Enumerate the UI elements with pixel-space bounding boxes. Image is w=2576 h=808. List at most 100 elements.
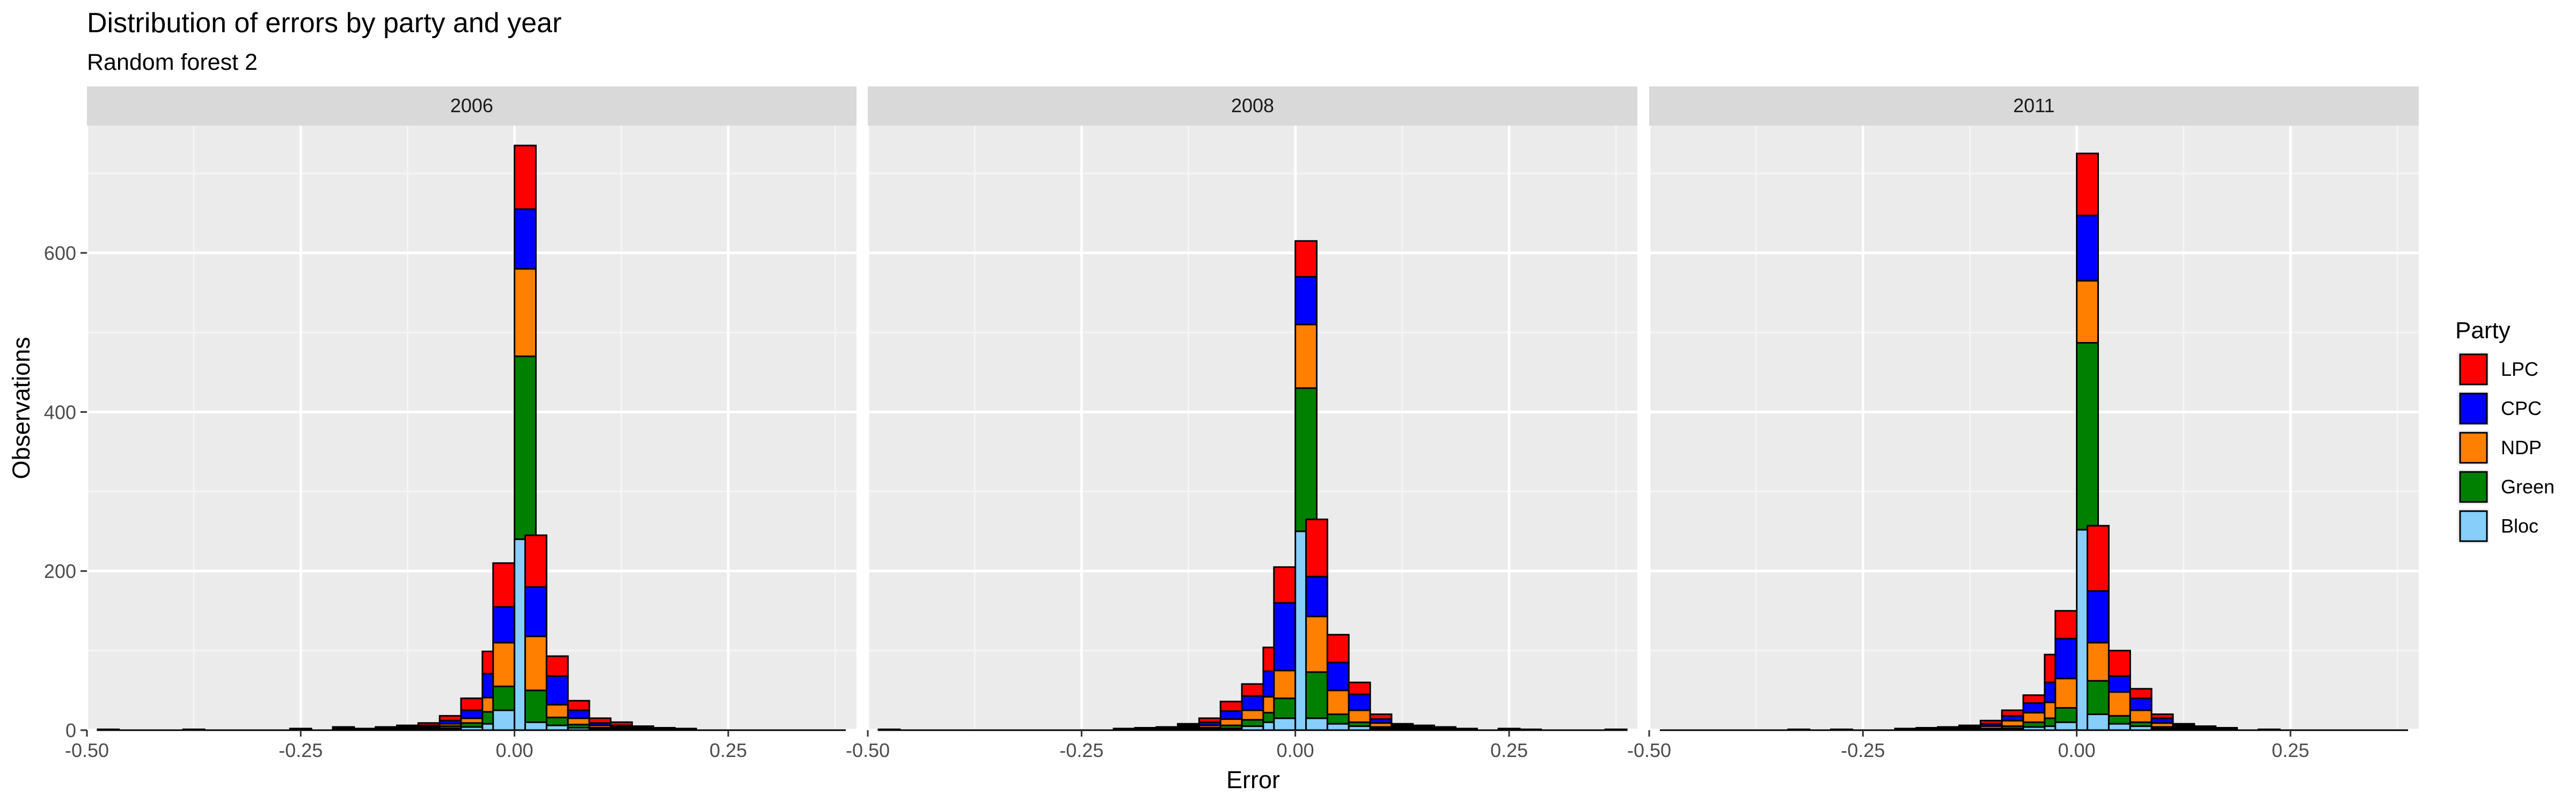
bar-segment-lpc (567, 700, 590, 711)
x-tick-label: -0.50 (846, 739, 890, 761)
bar-segment-lpc (545, 655, 569, 677)
bar-segment-ndp (545, 704, 569, 718)
legend-label: CPC (2501, 397, 2542, 419)
bar-segment-ndp (1326, 689, 1350, 715)
bar-segment-lpc (2076, 152, 2099, 216)
bar-segment-cpc (524, 586, 547, 637)
x-tick-label: -0.50 (1627, 739, 1671, 761)
y-tick-label: 600 (44, 242, 76, 264)
bar-segment-lpc (1134, 727, 1158, 730)
bar-segment-bloc (1326, 723, 1350, 731)
facet-strip-label: 2011 (2013, 94, 2054, 117)
facet-strip (87, 86, 857, 126)
x-tick-label: -0.50 (65, 739, 109, 761)
bar-segment-green (524, 689, 547, 723)
bar-segment-ndp (2054, 678, 2078, 709)
facet-strip (1649, 86, 2419, 126)
bar-segment-lpc (1369, 713, 1393, 720)
bar-segment-lpc (2087, 525, 2110, 592)
bar-segment-ndp (2129, 709, 2153, 723)
bar-segment-lpc (653, 727, 676, 730)
x-tick-label: -0.25 (279, 739, 323, 761)
bar-segment-cpc (567, 709, 590, 719)
bar-segment-lpc (1305, 518, 1328, 578)
bar-segment-cpc (1294, 276, 1318, 325)
bar-segment-green (514, 355, 537, 540)
bar-segment-green (545, 716, 569, 726)
bar-segment-cpc (2022, 702, 2046, 714)
bar-segment-lpc (1326, 634, 1350, 664)
bar-segment-lpc (2215, 727, 2238, 730)
x-tick-label: 0.25 (709, 739, 747, 761)
bar-segment-lpc (1391, 723, 1414, 726)
facet-panel-2006: 2006 -0.50 -0.25 0.00 0.25 (65, 86, 857, 761)
bar-segment-lpc (631, 725, 655, 729)
bar-segment-cpc (2107, 675, 2131, 693)
legend-label: Green (2501, 476, 2555, 498)
x-axis-title: Error (1226, 766, 1280, 794)
bar-segment-lpc (588, 717, 612, 724)
bar-segment-cpc (1219, 710, 1243, 720)
bar-segment-ndp (2087, 642, 2110, 682)
bar-segment-green (1273, 697, 1297, 719)
bar-segment-lpc (1979, 719, 2003, 725)
chart-title: Distribution of errors by party and year (87, 8, 561, 39)
bar-segment-cpc (1326, 661, 1350, 691)
bar-segment-ndp (1305, 615, 1328, 673)
bar-segment-green (2076, 341, 2099, 531)
bar-segment-lpc (1273, 566, 1297, 604)
bar-segment-lpc (2193, 725, 2217, 729)
legend-label: NDP (2501, 436, 2542, 458)
x-tick-label: -0.25 (1841, 739, 1885, 761)
bar-segment-green (1305, 671, 1328, 719)
legend-swatch-green (2459, 471, 2488, 503)
y-tick-label: 400 (44, 401, 76, 423)
panel-background (87, 126, 857, 730)
facet-panel-2011: 2011 -0.50 -0.25 0.00 0.25 (1627, 86, 2419, 761)
bar-segment-lpc (460, 697, 484, 711)
bar-segment-lpc (2001, 709, 2024, 717)
bar-segment-lpc (610, 721, 633, 726)
bar-segment-ndp (492, 642, 516, 688)
legend-swatch-lpc (2459, 353, 2488, 385)
x-tick-label: -0.25 (1059, 739, 1103, 761)
bar-segment-green (2107, 715, 2131, 725)
bar-segment-cpc (1305, 576, 1328, 617)
facet-strip-label: 2008 (1231, 94, 1274, 117)
bar-segment-ndp (2076, 280, 2099, 344)
bar-segment-ndp (1219, 718, 1243, 726)
panels-layer: 2006 -0.50 -0.25 0.00 0.25 2008 -0.50 -0.25 0.00… (44, 86, 2419, 761)
bar-segment-ndp (1294, 323, 1318, 389)
bar-segment-ndp (2022, 711, 2046, 723)
y-axis-title: Observations (8, 337, 35, 479)
facet-strip (868, 86, 1637, 126)
bar-segment-lpc (2054, 610, 2078, 640)
bar-segment-lpc (1412, 724, 1436, 728)
chart-subtitle: Random forest 2 (87, 49, 258, 75)
legend-label: Bloc (2501, 515, 2538, 537)
legend: Party LPC CPC NDP Green Bloc (2455, 317, 2555, 544)
bar-segment-ndp (1273, 669, 1297, 700)
bar-segment-cpc (2129, 697, 2153, 711)
bar-segment-lpc (2022, 694, 2046, 704)
bar-segment-bloc (1305, 717, 1328, 731)
bar-segment-bloc (524, 721, 547, 731)
bar-segment-green (2087, 680, 2110, 715)
bar-segment-cpc (1915, 727, 1939, 730)
bar-segment-cpc (545, 675, 569, 706)
bar-segment-cpc (2054, 638, 2078, 680)
legend-swatch-bloc (2459, 510, 2488, 542)
bar-segment-green (1326, 713, 1350, 725)
bar-segment-green (1241, 719, 1264, 727)
x-tick-label: 0.00 (1277, 739, 1314, 761)
bar-segment-lpc (1198, 717, 1221, 723)
x-tick-label: 0.00 (2058, 739, 2096, 761)
legend-swatch-cpc (2459, 392, 2488, 425)
bar-segment-cpc (1348, 693, 1371, 711)
legend-swatch-ndp (2459, 432, 2488, 464)
x-tick-label: 0.25 (1490, 739, 1528, 761)
bar-segment-lpc (1241, 683, 1264, 697)
bar-segment-bloc (2054, 721, 2078, 731)
